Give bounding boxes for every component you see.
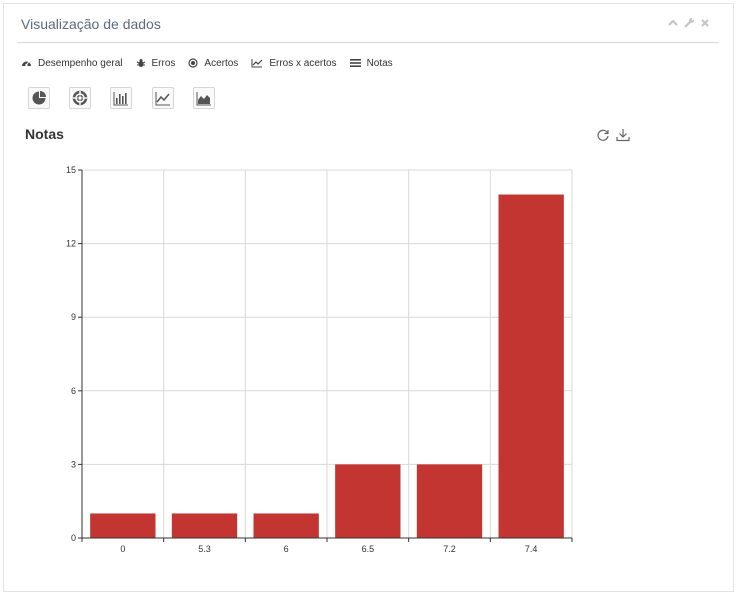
tab-label: Erros x acertos (269, 57, 337, 69)
bar (416, 464, 483, 538)
y-tick-label: 6 (71, 386, 76, 396)
donut-chart-icon (72, 90, 88, 106)
chart-title: Notas (25, 126, 64, 142)
x-tick-label: 6 (284, 544, 289, 554)
donut-chart-button[interactable] (69, 87, 91, 109)
y-tick-label: 12 (66, 239, 76, 249)
tab-desempenho-geral[interactable]: Desempenho geral (21, 58, 123, 69)
target-icon (188, 58, 199, 68)
bar-chart-button[interactable] (110, 87, 132, 109)
widget-title: Visualização de dados (21, 16, 161, 32)
tab-label: Desempenho geral (38, 57, 123, 69)
area-chart-icon (196, 92, 211, 106)
x-tick-label: 6.5 (362, 544, 375, 554)
line-chart-icon (155, 92, 170, 106)
tab-erros-x-acertos[interactable]: Erros x acertos (251, 57, 337, 69)
y-tick-label: 0 (71, 533, 76, 543)
bar (335, 464, 401, 538)
list-icon (349, 59, 361, 67)
bar (90, 513, 156, 538)
refresh-icon[interactable] (596, 128, 610, 142)
tab-label: Erros (151, 57, 176, 69)
bug-icon (136, 59, 145, 67)
line-chart-button[interactable] (152, 87, 174, 109)
bar (171, 513, 238, 538)
area-chart-button[interactable] (193, 87, 215, 109)
tab-acertos[interactable]: Acertos (188, 58, 238, 69)
wrench-icon[interactable] (683, 17, 695, 29)
tab-label: Notas (366, 57, 393, 69)
x-tick-label: 5.3 (198, 544, 211, 554)
x-tick-label: 0 (120, 544, 125, 554)
x-tick-label: 7.4 (525, 544, 538, 554)
dashboard-icon (22, 61, 31, 67)
bar (253, 513, 319, 538)
tab-notas[interactable]: Notas (349, 57, 393, 69)
pie-chart-icon (32, 91, 46, 105)
pie-chart-button[interactable] (28, 87, 50, 109)
tab-erros[interactable]: Erros (136, 57, 176, 69)
y-tick-label: 15 (66, 165, 76, 175)
view-tabs: Desempenho geral Erros Acertos Erros x a… (21, 54, 406, 72)
x-tick-label: 7.2 (443, 544, 456, 554)
chevron-up-icon[interactable] (667, 17, 679, 29)
download-icon[interactable] (616, 128, 630, 142)
close-icon[interactable] (699, 17, 711, 29)
y-tick-label: 3 (71, 459, 76, 469)
tab-label: Acertos (204, 57, 239, 69)
line-chart-icon (251, 59, 263, 68)
widget-header: Visualização de dados (17, 4, 719, 43)
y-tick-label: 9 (71, 312, 76, 322)
bar (498, 194, 564, 539)
bar-chart-icon (113, 92, 128, 106)
